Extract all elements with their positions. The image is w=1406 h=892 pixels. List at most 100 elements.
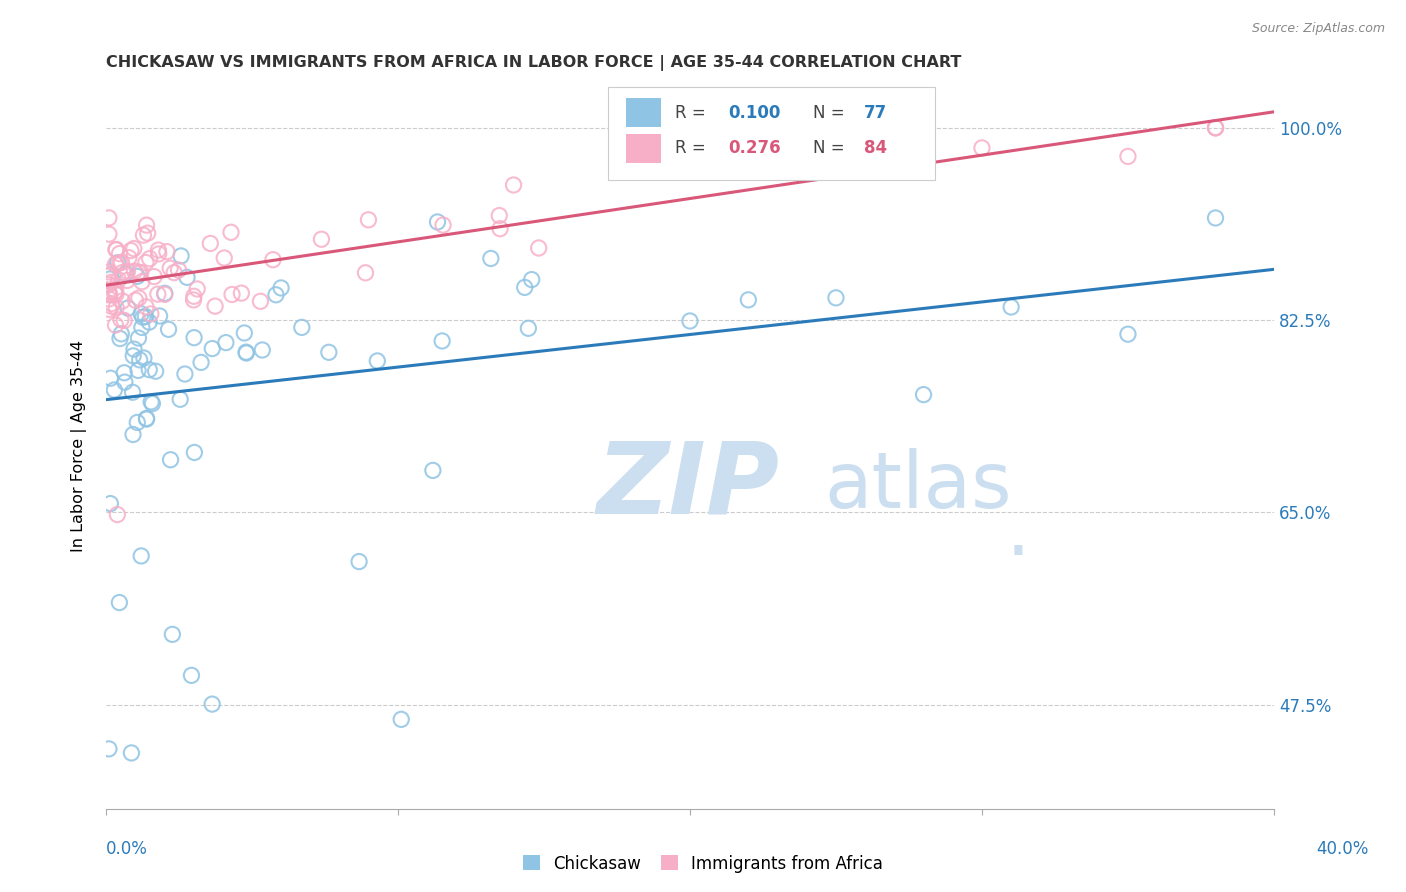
Point (124, 293, 146, 308)
Point (122, 349, 145, 363)
Point (153, 287, 176, 301)
Point (679, 314, 702, 328)
Point (156, 244, 179, 259)
Point (143, 269, 166, 284)
Point (104, 284, 127, 298)
Point (128, 291, 150, 305)
Point (127, 363, 149, 377)
Point (215, 335, 238, 350)
Point (737, 293, 759, 307)
Point (426, 215, 449, 229)
Point (170, 249, 193, 263)
Text: R =: R = (675, 139, 711, 157)
Point (190, 355, 212, 369)
Point (186, 282, 208, 296)
Point (366, 354, 388, 368)
Point (422, 463, 444, 477)
FancyBboxPatch shape (626, 134, 661, 163)
Text: 0.100: 0.100 (728, 103, 780, 122)
Point (135, 300, 157, 314)
Point (105, 301, 128, 315)
Point (135, 412, 157, 426)
Point (389, 712, 412, 726)
Point (1205, 211, 1227, 225)
Point (912, 387, 935, 401)
Point (107, 256, 129, 270)
Point (138, 252, 160, 266)
Point (212, 251, 235, 265)
Point (97, 268, 120, 283)
Point (131, 275, 153, 289)
Point (183, 289, 205, 303)
Point (311, 232, 333, 246)
Point (162, 627, 184, 641)
Point (97, 285, 120, 299)
Point (108, 332, 131, 346)
Y-axis label: In Labor Force | Age 35-44: In Labor Force | Age 35-44 (72, 341, 87, 552)
Point (157, 322, 180, 336)
Point (219, 225, 242, 239)
Point (138, 315, 160, 329)
Point (201, 697, 224, 711)
FancyBboxPatch shape (609, 87, 935, 179)
Point (249, 294, 271, 309)
Point (128, 352, 150, 367)
Point (117, 301, 139, 315)
Point (138, 362, 160, 376)
Point (104, 285, 127, 300)
Point (825, 291, 848, 305)
Point (98, 497, 121, 511)
Point (970, 141, 993, 155)
Text: 40.0%: 40.0% (1316, 840, 1369, 858)
Text: N =: N = (813, 103, 849, 122)
Point (110, 312, 132, 326)
Point (127, 269, 149, 284)
Point (97, 292, 120, 306)
Text: CHICKASAW VS IMMIGRANTS FROM AFRICA IN LABOR FORCE | AGE 35-44 CORRELATION CHART: CHICKASAW VS IMMIGRANTS FROM AFRICA IN L… (105, 55, 962, 71)
Point (502, 178, 524, 192)
Point (148, 309, 170, 323)
Point (347, 555, 370, 569)
Point (104, 287, 127, 301)
Point (139, 307, 162, 321)
Point (122, 342, 145, 356)
Point (97, 211, 120, 225)
Point (131, 320, 153, 334)
Point (527, 241, 550, 255)
Point (430, 334, 453, 348)
Point (104, 318, 127, 332)
Point (183, 445, 205, 459)
Point (111, 293, 134, 308)
Point (221, 287, 243, 301)
Point (105, 508, 128, 522)
Point (97, 268, 120, 282)
Text: N =: N = (813, 139, 849, 157)
Point (112, 366, 135, 380)
Point (270, 281, 292, 295)
Point (163, 266, 186, 280)
Point (136, 226, 159, 240)
Point (200, 236, 222, 251)
Point (114, 375, 136, 389)
Point (129, 549, 152, 563)
Point (134, 310, 156, 324)
Point (488, 209, 510, 223)
Point (432, 218, 454, 232)
Point (97, 742, 120, 756)
Point (1116, 149, 1139, 163)
Point (110, 326, 132, 341)
Point (132, 310, 155, 325)
Point (183, 293, 205, 307)
Point (235, 345, 257, 359)
Point (108, 246, 131, 260)
Point (117, 264, 139, 278)
Point (1000, 300, 1022, 314)
Point (517, 321, 540, 335)
Point (120, 244, 142, 258)
Point (129, 266, 152, 280)
Point (1116, 327, 1139, 342)
Point (153, 286, 176, 301)
Point (513, 280, 536, 294)
Point (129, 307, 152, 321)
Point (520, 272, 543, 286)
